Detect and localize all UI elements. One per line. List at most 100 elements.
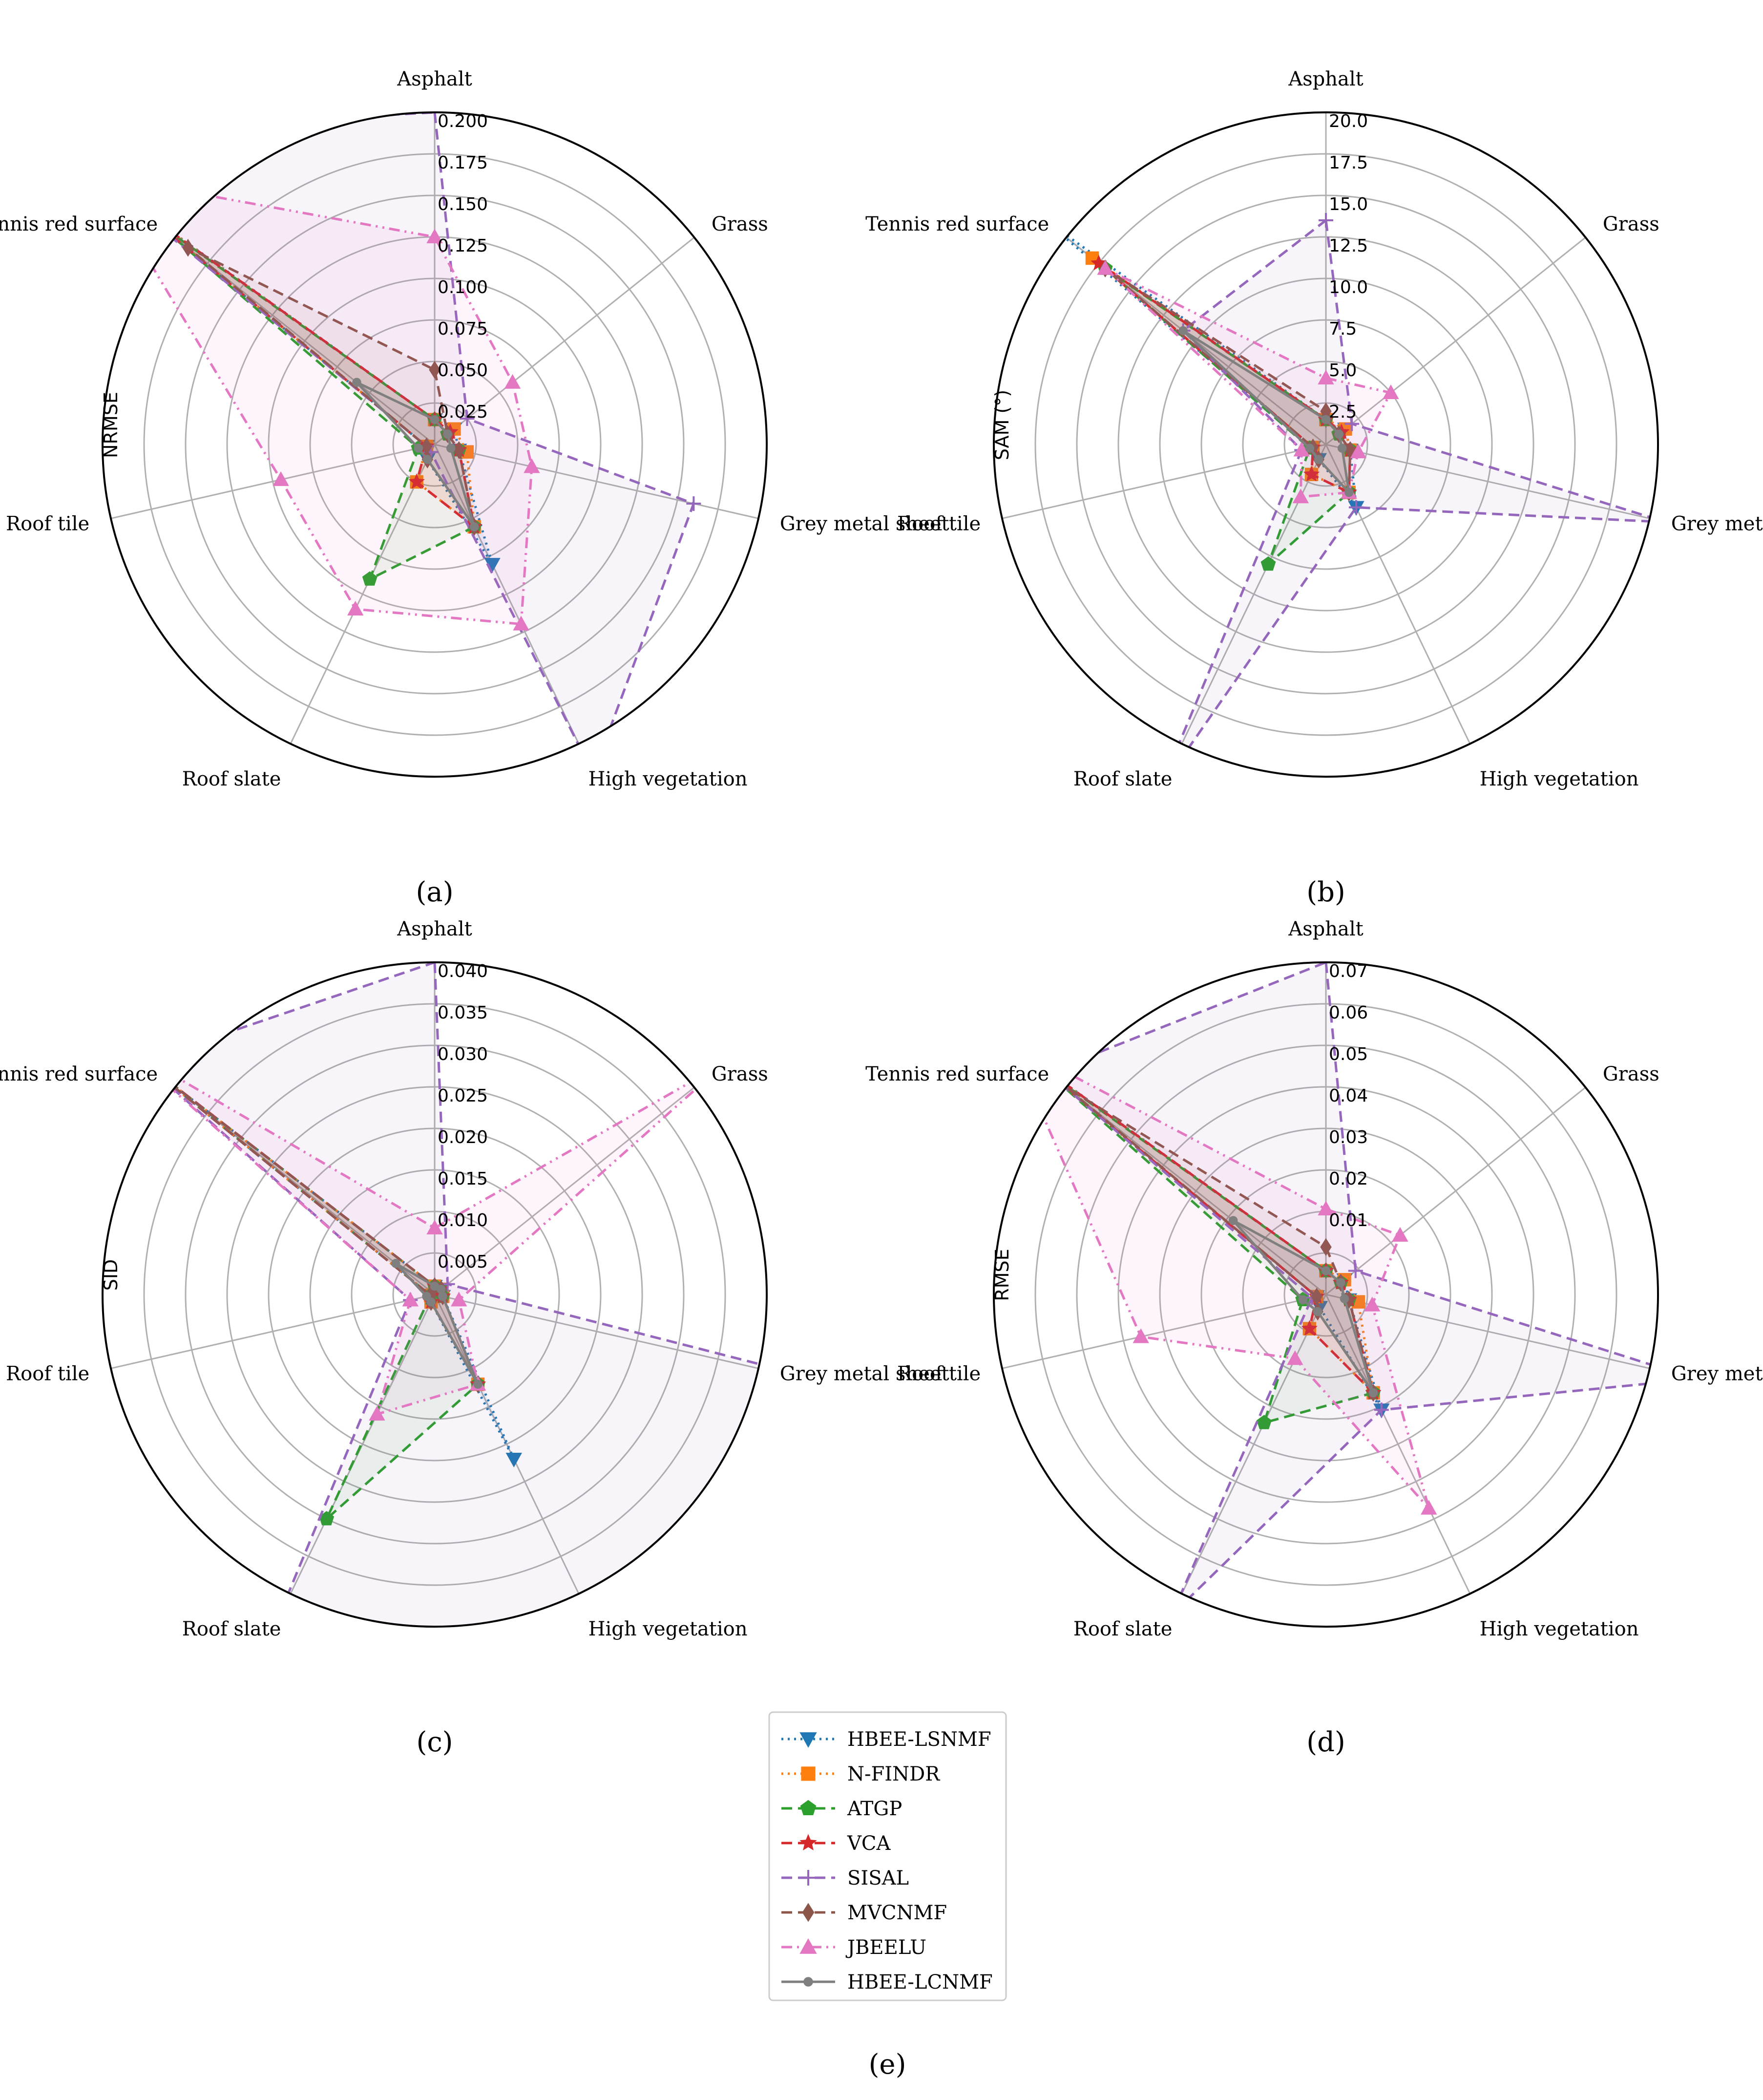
category-label-tennis-red-surface: Tennis red surface [0, 213, 158, 235]
point-hbee-lcnmf-grass [1334, 429, 1343, 439]
category-label-roof-tile: Roof tile [897, 1362, 981, 1385]
tick-label: 0.05 [1329, 1044, 1368, 1064]
point-hbee-lcnmf-high-vegetation [1368, 1388, 1378, 1398]
series-area-atgp [1105, 268, 1350, 565]
grid-spoke [174, 236, 435, 445]
radar-chart-1: 0.025 0.050 0.075 0.100 0.125 0.150 0.175 0.200… [0, 68, 949, 908]
point-hbee-lcnmf-high-vegetation [1344, 488, 1354, 497]
category-label-grass: Grass [712, 213, 768, 235]
chart-caption: (b) [1306, 876, 1345, 908]
point-jbeelu-asphalt [1318, 1201, 1334, 1216]
legend-entry-mvcnmf: MVCNMF [781, 1902, 947, 1924]
tick-label: 0.010 [438, 1210, 488, 1230]
series-line-jbeelu [103, 174, 533, 626]
tick-label: 0.03 [1329, 1127, 1368, 1147]
point-hbee-lcnmf-asphalt [1321, 415, 1331, 424]
series-area-jbeelu [123, 1046, 727, 1415]
polar-frame [102, 961, 768, 1628]
point-hbee-lcnmf-roof-slate [1314, 455, 1323, 464]
point-jbeelu-asphalt [1318, 369, 1334, 384]
grid-spoke [434, 1294, 580, 1594]
tick-label: 0.175 [438, 153, 488, 173]
radar-chart-2: 2.5 5.0 7.5 10.0 12.5 15.0 17.5 20.0 Asphalt Gras… [865, 68, 1763, 908]
point-jbeelu-grass [1383, 384, 1399, 400]
grid-spoke [434, 1294, 759, 1369]
point-hbee-lcnmf-asphalt [1321, 1266, 1331, 1275]
radar-chart-3: 0.005 0.010 0.015 0.020 0.025 0.030 0.035 0.040… [0, 918, 949, 1758]
category-label-grey-metal-sheet: Grey metal sheet [780, 1362, 949, 1385]
grid-spoke [1181, 1294, 1327, 1594]
grid-spoke [290, 1294, 436, 1594]
category-label-asphalt: Asphalt [1288, 68, 1364, 90]
polar-frame [993, 961, 1659, 1628]
chart-caption: (c) [416, 1726, 453, 1758]
grid-spoke [1325, 444, 1650, 519]
y-axis-label: SAM (°) [991, 390, 1013, 460]
legend-label: MVCNMF [847, 1902, 947, 1924]
point-hbee-lcnmf-grass [1336, 1278, 1345, 1288]
category-label-roof-slate: Roof slate [1073, 1618, 1173, 1640]
point-mvcnmf-roof-tile [420, 437, 433, 456]
grid-spoke [1002, 444, 1326, 519]
legend-marker-vca [799, 1834, 817, 1851]
series-line-mvcnmf [1104, 267, 1352, 494]
point-jbeelu-tennis-red-surface [1097, 260, 1113, 275]
category-label-grey-metal-sheet: Grey metal sheet [1671, 512, 1763, 535]
y-axis-label: SID [100, 1259, 122, 1291]
point-jbeelu-grass [1392, 1227, 1408, 1242]
series-area-sisal [1160, 220, 1658, 777]
series-area-n-findr [1092, 258, 1350, 493]
grid-spoke [434, 1086, 695, 1295]
legend-marker-atgp [800, 1800, 817, 1815]
category-label-roof-slate: Roof slate [1073, 768, 1173, 790]
category-label-high-vegetation: High vegetation [588, 1618, 748, 1640]
point-jbeelu-roof-slate [347, 600, 364, 615]
charts-layer: 0.025 0.050 0.075 0.100 0.125 0.150 0.175 0.200… [0, 68, 1763, 1758]
legend-caption: (e) [869, 2049, 906, 2080]
category-label-roof-slate: Roof slate [182, 1618, 281, 1640]
tick-label: 10.0 [1329, 277, 1368, 297]
point-hbee-lcnmf-roof-tile [1305, 444, 1315, 453]
legend-entry-vca: VCA [781, 1832, 891, 1855]
series-area-mvcnmf [1066, 1087, 1373, 1393]
point-sisal-high-vegetation [1374, 1402, 1389, 1418]
y-axis-label: RMSE [991, 1249, 1013, 1301]
series-area-jbeelu [1010, 1043, 1429, 1508]
tick-label: 0.030 [438, 1044, 488, 1064]
legend-entry-hbee-lcnmf: HBEE-LCNMF [781, 1971, 993, 1994]
tick-label: 0.035 [438, 1003, 488, 1023]
point-hbee-lcnmf-asphalt [430, 415, 440, 424]
tick-label: 0.125 [438, 236, 488, 256]
tick-label: 0.015 [438, 1169, 488, 1189]
series-area-n-findr [142, 212, 475, 527]
category-label-roof-tile: Roof tile [897, 512, 981, 535]
series-area-sisal [1048, 962, 1658, 1615]
grid-spoke [1325, 1294, 1471, 1594]
category-label-high-vegetation: High vegetation [588, 768, 748, 790]
legend-marker-hbee-lsnmf [799, 1732, 817, 1748]
grid-spoke [110, 1294, 435, 1369]
series-line-sisal [141, 962, 767, 1627]
point-jbeelu-asphalt [426, 228, 443, 243]
series-group [122, 962, 767, 1627]
point-hbee-lcnmf-tennis-red-surface [352, 378, 361, 387]
point-jbeelu-roof-slate [1292, 488, 1309, 504]
category-label-grass: Grass [1603, 1063, 1659, 1085]
point-jbeelu-roof-slate [1287, 1350, 1303, 1365]
point-sisal-grey-metal-sheet [686, 496, 701, 511]
series-area-mvcnmf [188, 248, 475, 527]
legend-frame [768, 1711, 1007, 2001]
category-label-tennis-red-surface: Tennis red surface [0, 1063, 158, 1085]
category-label-asphalt: Asphalt [397, 68, 472, 90]
series-group [1039, 213, 1658, 777]
tick-label: 0.150 [438, 194, 488, 214]
category-label-tennis-red-surface: Tennis red surface [865, 213, 1049, 235]
point-sisal-grass [1344, 416, 1360, 431]
series-area-sisal [142, 962, 767, 1627]
legend-marker-mvcnmf [802, 1903, 815, 1922]
radar-chart-4: 0.01 0.02 0.03 0.04 0.05 0.06 0.07 Asphalt Grass… [865, 918, 1763, 1758]
point-hbee-lcnmf-grey-metal-sheet [1337, 444, 1347, 453]
point-hbee-lcnmf-roof-tile [422, 1292, 431, 1301]
point-vca-roof-slate [408, 473, 425, 489]
point-sisal-grass [460, 411, 475, 426]
